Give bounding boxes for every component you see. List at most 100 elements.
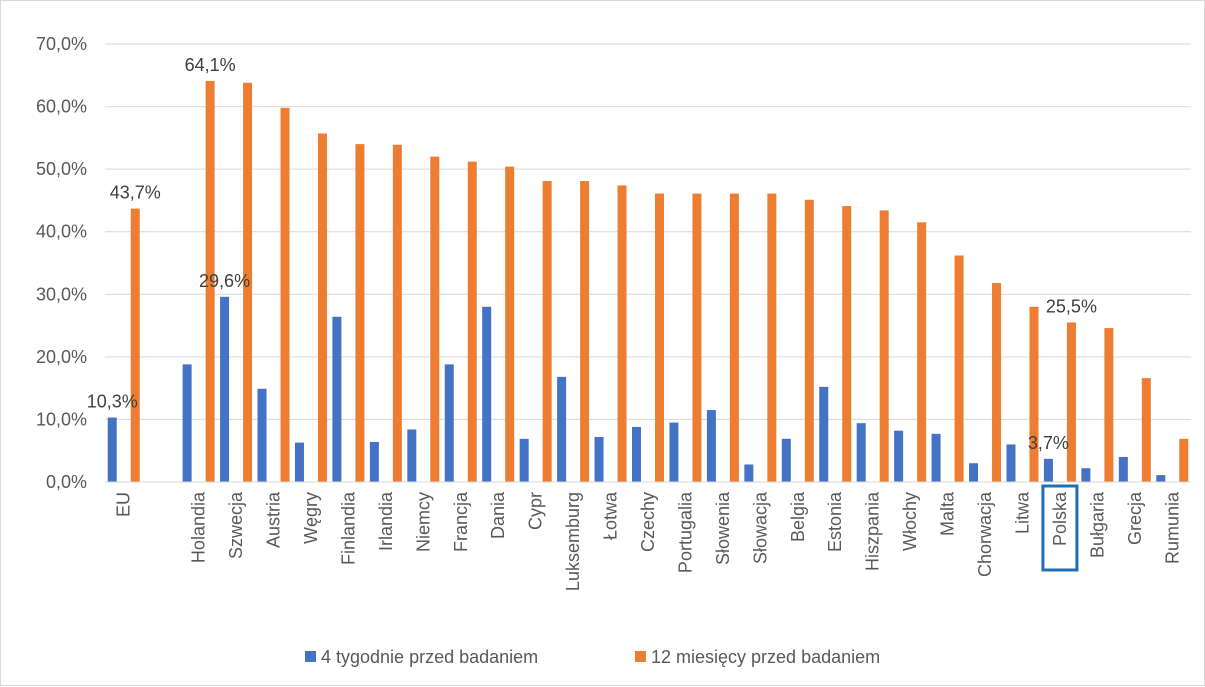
x-tick-label-estonia: Estonia	[825, 491, 845, 552]
y-tick-label: 0,0%	[46, 472, 87, 492]
x-tick-label-lotwa: Łotwa	[601, 491, 621, 540]
legend-swatch-4-weeks	[305, 651, 316, 662]
bar-12-months-slowacja	[767, 193, 777, 482]
bar-4-weeks-wlochy	[894, 430, 904, 482]
x-tick-label-niemcy: Niemcy	[413, 492, 433, 552]
bar-12-months-slowenia	[729, 193, 739, 482]
y-tick-label: 60,0%	[36, 97, 87, 117]
bar-4-weeks-szwecja	[220, 296, 230, 482]
bar-12-months-grecja	[1141, 378, 1151, 482]
bar-12-months-holandia	[205, 80, 215, 482]
y-tick-label: 20,0%	[36, 347, 87, 367]
data-label-holandia-12-months: 64,1%	[185, 55, 236, 75]
x-tick-label-wlochy: Włochy	[900, 492, 920, 551]
bar-12-months-portugalia	[692, 193, 702, 482]
bar-12-months-francja	[467, 161, 477, 483]
y-axis-ticks: 0,0% 10,0% 20,0% 30,0% 40,0% 50,0% 60,0% 70,0%	[36, 34, 87, 492]
x-tick-label-szwecja: Szwecja	[226, 491, 246, 559]
data-label-polska-12-months: 25,5%	[1046, 296, 1097, 316]
bar-12-months-bulgaria	[1104, 328, 1114, 482]
x-tick-label-dania: Dania	[488, 491, 508, 539]
bar-12-months-malta	[954, 255, 964, 482]
bar-4-weeks-holandia	[182, 364, 192, 482]
bar-4-weeks-estonia	[819, 386, 829, 482]
legend-label-4-weeks: 4 tygodnie przed badaniem	[321, 647, 538, 667]
data-label-szwecja-4-weeks: 29,6%	[199, 271, 250, 291]
bar-4-weeks-francja	[444, 364, 454, 482]
bar-4-weeks-grecja	[1118, 456, 1128, 482]
data-label-polska-4-weeks: 3,7%	[1028, 433, 1069, 453]
bar-4-weeks-slowenia	[706, 410, 716, 482]
bar-4-weeks-malta	[931, 433, 941, 482]
bar-12-months-chorwacja	[992, 283, 1002, 482]
x-tick-label-slowacja: Słowacja	[750, 491, 770, 564]
bar-4-weeks-slowacja	[744, 464, 754, 482]
bar-4-weeks-belgia	[781, 438, 791, 482]
bar-4-weeks-dania	[482, 306, 492, 482]
legend-swatch-12-months	[635, 651, 646, 662]
y-tick-label: 30,0%	[36, 284, 87, 304]
x-tick-label-chorwacja: Chorwacja	[975, 491, 995, 577]
y-tick-label: 70,0%	[36, 34, 87, 54]
bar-12-months-szwecja	[243, 82, 253, 483]
x-tick-label-rumunia: Rumunia	[1162, 491, 1182, 564]
bar-4-weeks-litwa	[1006, 444, 1016, 482]
bar-12-months-cypr	[542, 181, 552, 482]
bars	[107, 80, 1189, 483]
bar-4-weeks-niemcy	[407, 429, 417, 482]
x-tick-label-cypr: Cypr	[526, 492, 546, 530]
bar-4-weeks-austria	[257, 388, 267, 482]
x-tick-label-portugalia: Portugalia	[675, 491, 695, 573]
x-tick-label-finlandia: Finlandia	[338, 491, 358, 565]
data-label-eu-12-months: 43,7%	[110, 183, 161, 203]
bar-12-months-niemcy	[430, 156, 440, 482]
bar-4-weeks-cypr	[519, 438, 529, 482]
x-tick-label-slowenia: Słowenia	[713, 491, 733, 565]
bar-12-months-hiszpania	[879, 210, 889, 482]
bar-4-weeks-rumunia	[1156, 475, 1166, 482]
data-label-eu-4-weeks: 10,3%	[87, 392, 138, 412]
bar-4-weeks-lotwa	[594, 436, 604, 482]
x-tick-label-francja: Francja	[451, 491, 471, 552]
gridlines	[105, 43, 1191, 420]
bar-4-weeks-eu	[107, 417, 117, 482]
bar-4-weeks-hiszpania	[856, 423, 866, 482]
x-tick-label-luksemburg: Luksemburg	[563, 492, 583, 591]
bar-12-months-eu	[130, 208, 140, 482]
bar-12-months-austria	[280, 107, 290, 482]
x-tick-label-holandia: Holandia	[189, 491, 209, 563]
bar-4-weeks-chorwacja	[969, 463, 979, 482]
bar-12-months-wegry	[317, 133, 327, 482]
x-tick-label-belgia: Belgia	[788, 491, 808, 542]
bar-4-weeks-wegry	[294, 442, 304, 482]
y-tick-label: 40,0%	[36, 222, 87, 242]
data-labels: 10,3% 43,7% 64,1% 29,6% 3,7% 25,5%	[87, 55, 1097, 453]
bar-12-months-litwa	[1029, 306, 1039, 482]
bar-12-months-wlochy	[917, 222, 927, 483]
x-tick-label-litwa: Litwa	[1012, 491, 1032, 534]
bar-4-weeks-czechy	[632, 426, 641, 482]
legend-label-12-months: 12 miesięcy przed badaniem	[651, 647, 880, 667]
bar-12-months-luksemburg	[580, 181, 590, 482]
bar-12-months-dania	[505, 166, 515, 482]
x-tick-label-grecja: Grecja	[1125, 491, 1145, 545]
bar-12-months-belgia	[804, 199, 814, 482]
y-tick-label: 10,0%	[36, 409, 87, 429]
legend: 4 tygodnie przed badaniem 12 miesięcy pr…	[305, 647, 880, 667]
x-tick-label-polska: Polska	[1050, 491, 1070, 546]
x-tick-label-bulgaria: Bułgaria	[1087, 491, 1107, 558]
x-tick-label-eu: EU	[114, 492, 134, 517]
bar-12-months-estonia	[842, 206, 852, 482]
bar-4-weeks-irlandia	[369, 441, 379, 482]
bar-12-months-polska	[1066, 322, 1076, 482]
bar-4-weeks-finlandia	[332, 316, 342, 482]
x-tick-label-hiszpania: Hiszpania	[863, 491, 883, 571]
x-axis-ticks: EU Holandia Szwecja Austria Węgry Finlandia Ir…	[114, 484, 1182, 591]
y-tick-label: 50,0%	[36, 159, 87, 179]
bar-12-months-rumunia	[1179, 438, 1189, 482]
highlight-box-polska	[1041, 484, 1079, 572]
x-tick-label-malta: Malta	[938, 491, 958, 536]
bar-12-months-finlandia	[355, 144, 365, 482]
